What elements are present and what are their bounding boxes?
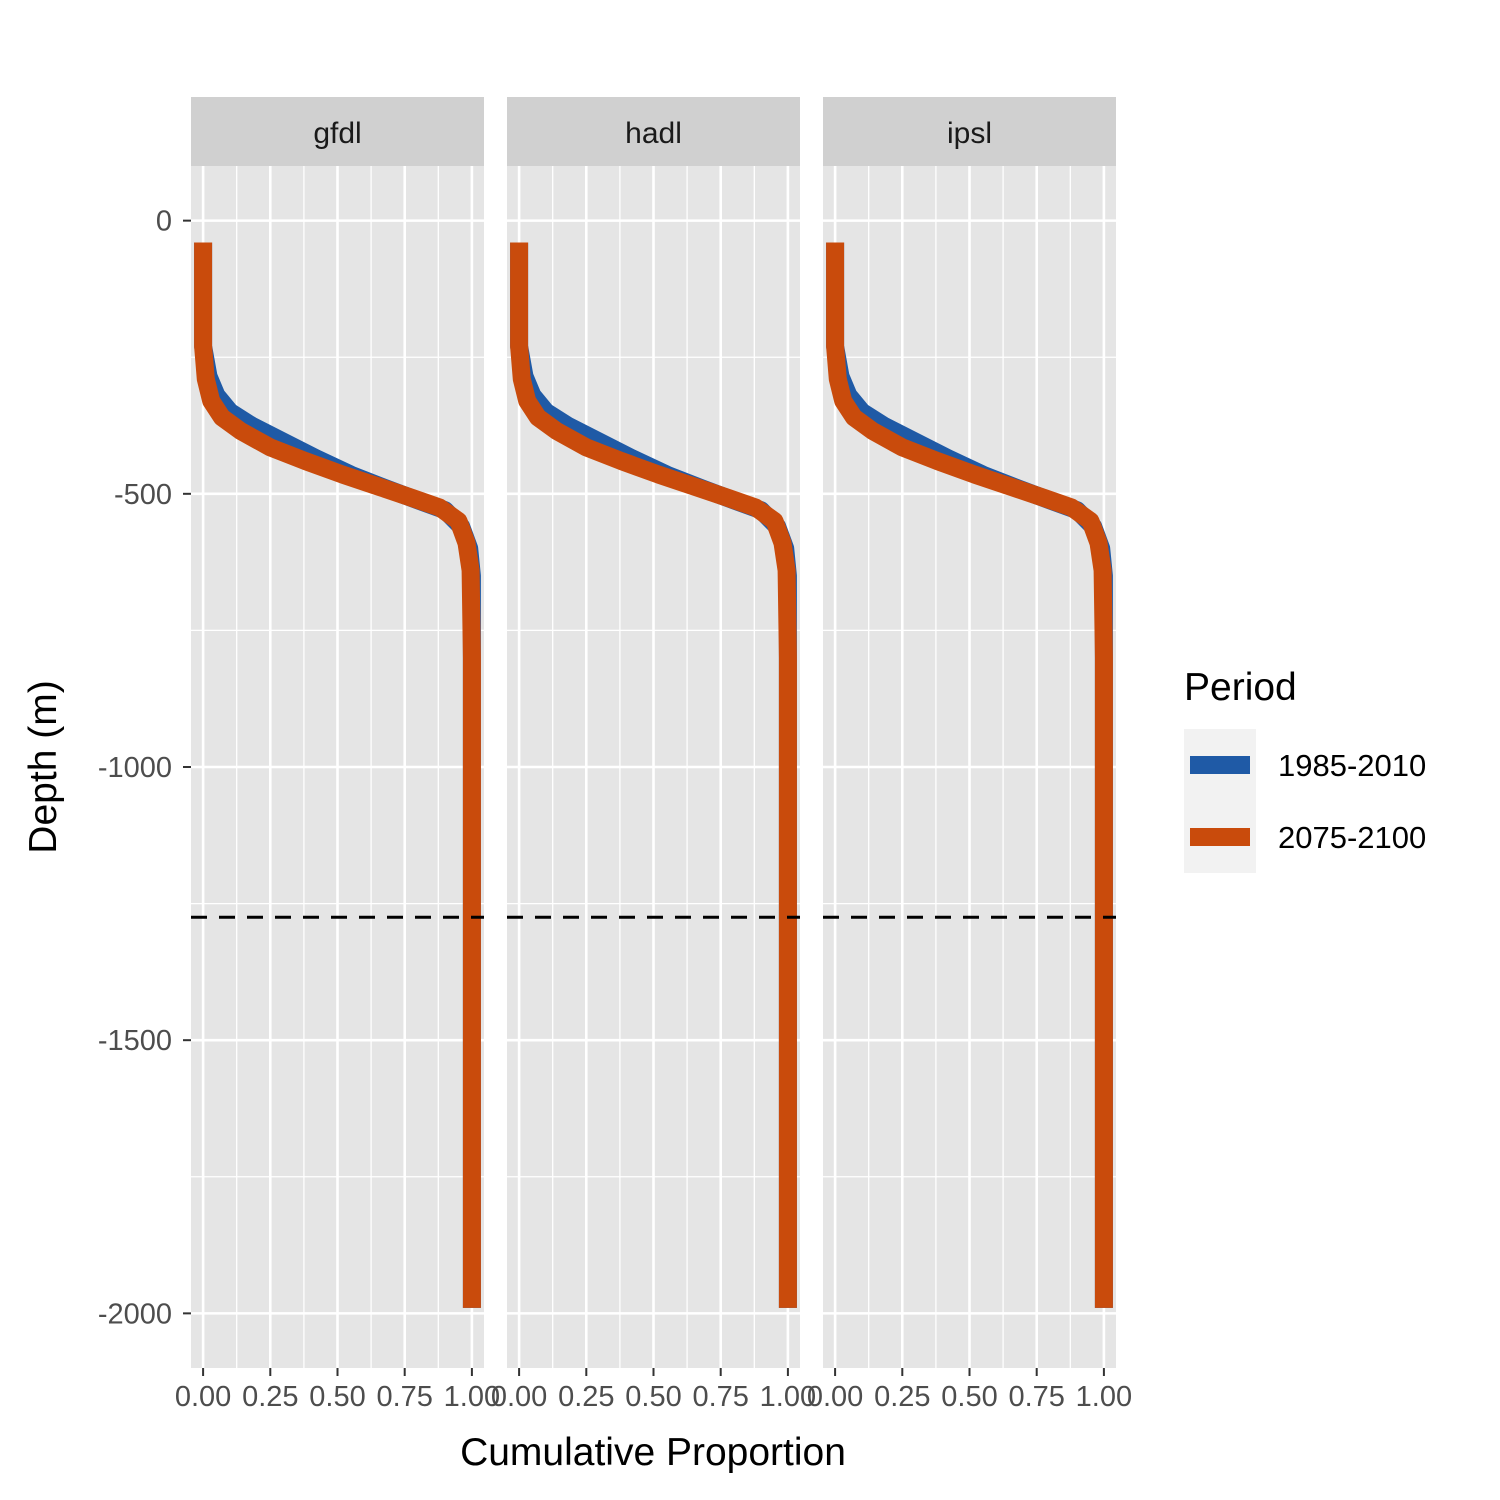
x-tick-label: 0.00 <box>175 1381 231 1413</box>
x-tick-label: 0.50 <box>625 1381 681 1413</box>
legend: Period 1985-2010 2075-2100 <box>1184 666 1426 873</box>
x-tick-label: 0.25 <box>242 1381 298 1413</box>
x-tick-label: 0.75 <box>692 1381 748 1413</box>
facet-panel-gfdl: gfdl 0.00 0.25 0.50 0.75 1.00 <box>175 97 500 1413</box>
series-line-2075-2100 <box>194 242 481 1308</box>
x-axis-title: Cumulative Proportion <box>460 1431 846 1474</box>
facet-strip-label: hadl <box>625 117 682 150</box>
x-tick-label: 0.50 <box>941 1381 997 1413</box>
legend-label: 2075-2100 <box>1278 820 1426 855</box>
y-axis-title: Depth (m) <box>22 680 65 853</box>
x-tick-label: 1.00 <box>444 1381 500 1413</box>
y-tick-label: 0 <box>156 206 172 238</box>
y-tick-label: -2000 <box>98 1298 172 1330</box>
y-tick-label: -500 <box>114 479 172 511</box>
legend-key-1985-2010 <box>1190 756 1250 774</box>
legend-key-2075-2100 <box>1190 828 1250 846</box>
x-tick-label: 0.50 <box>309 1381 365 1413</box>
series-line-2075-2100 <box>826 242 1113 1308</box>
facet-strip <box>823 97 1116 166</box>
facet-panel-ipsl: ipsl 0.00 0.25 0.50 0.75 1.00 <box>807 97 1132 1413</box>
y-axis: 0 -500 -1000 -1500 -2000 <box>98 206 191 1330</box>
facet-strip <box>191 97 484 166</box>
facet-strip-label: gfdl <box>313 117 361 150</box>
facet-strip <box>507 97 800 166</box>
facet-panels: gfdl 0.00 0.25 0.50 0.75 1.00 hadl 0.00 0.25 0.50… <box>175 97 1132 1413</box>
y-tick-label: -1000 <box>98 752 172 784</box>
x-tick-label: 1.00 <box>760 1381 816 1413</box>
x-tick-label: 0.00 <box>491 1381 547 1413</box>
x-tick-label: 0.75 <box>376 1381 432 1413</box>
x-tick-label: 1.00 <box>1076 1381 1132 1413</box>
facet-strip-label: ipsl <box>947 117 992 150</box>
x-tick-label: 0.25 <box>874 1381 930 1413</box>
legend-title: Period <box>1184 666 1297 709</box>
series-line-2075-2100 <box>510 242 797 1308</box>
y-tick-label: -1500 <box>98 1025 172 1057</box>
x-tick-label: 0.25 <box>558 1381 614 1413</box>
x-tick-label: 0.75 <box>1008 1381 1064 1413</box>
legend-label: 1985-2010 <box>1278 748 1426 783</box>
x-tick-label: 0.00 <box>807 1381 863 1413</box>
facet-panel-hadl: hadl 0.00 0.25 0.50 0.75 1.00 <box>491 97 816 1413</box>
